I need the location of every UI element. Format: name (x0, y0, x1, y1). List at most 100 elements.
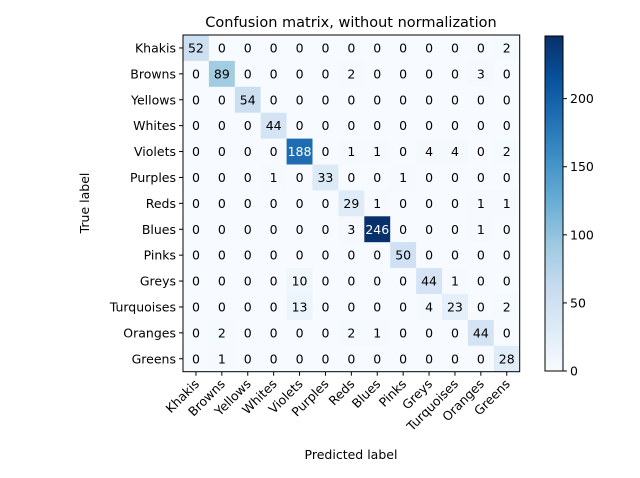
heatmap-cell (183, 345, 210, 372)
heatmap-cell (442, 242, 469, 269)
cell-value: 1 (373, 144, 381, 159)
cell-value: 0 (451, 92, 459, 107)
cell-value: 0 (425, 92, 433, 107)
heatmap-cell (390, 294, 417, 321)
cell-value: 0 (192, 248, 200, 263)
cell-value: 52 (188, 40, 204, 55)
cell-value: 0 (270, 248, 278, 263)
heatmap-cell (416, 60, 443, 88)
cell-value: 0 (347, 274, 355, 289)
y-tick-label: Oranges (123, 325, 176, 340)
cell-value: 0 (373, 248, 381, 263)
cell-value: 0 (399, 222, 407, 237)
heatmap-cell (416, 345, 443, 372)
heatmap-cell (493, 60, 520, 88)
cell-value: 3 (347, 222, 355, 237)
cell-value: 0 (347, 118, 355, 133)
y-axis-label: True label (77, 173, 92, 235)
heatmap-cell (208, 138, 236, 165)
cell-value: 0 (373, 92, 381, 107)
cell-annotations: 52 0 0 0 0 0 0 0 0 0 0 0 2 0 89 0 0 0 0 2 0 0 0 0 3 0 0 0 54 0 0 0 0 0 0 0 0… (188, 40, 515, 366)
cell-value: 0 (218, 170, 226, 185)
cell-value: 0 (270, 274, 278, 289)
cell-value: 2 (503, 40, 511, 55)
cell-value: 0 (270, 351, 278, 366)
cell-value: 0 (296, 196, 304, 211)
cell-value: 0 (244, 196, 252, 211)
heatmap-cell (442, 345, 469, 372)
cell-value: 1 (373, 196, 381, 211)
heatmap-cell (416, 319, 443, 347)
cell-value: 0 (218, 248, 226, 263)
heatmap-cell (416, 190, 443, 217)
cell-value: 1 (477, 222, 485, 237)
cell-value: 0 (503, 222, 511, 237)
cell-value: 0 (270, 92, 278, 107)
cell-value: 188 (288, 144, 312, 159)
heatmap-cell (234, 345, 261, 372)
colorbar-tick-label: 200 (570, 91, 594, 106)
cell-value: 0 (270, 299, 278, 314)
heatmap-cell (234, 319, 261, 347)
cell-value: 28 (499, 351, 515, 366)
heatmap-cell (312, 268, 339, 295)
cell-value: 0 (399, 351, 407, 366)
heatmap-cell (286, 190, 313, 217)
cell-value: 0 (321, 299, 329, 314)
y-tick-label: Yellows (130, 92, 176, 107)
cell-value: 1 (373, 325, 381, 340)
heatmap-cell (338, 345, 365, 372)
heatmap-cell (467, 242, 495, 269)
heatmap-cell (312, 242, 339, 269)
cell-value: 0 (296, 92, 304, 107)
heatmap-cell (183, 138, 210, 165)
cell-value: 0 (192, 144, 200, 159)
cell-value: 0 (321, 325, 329, 340)
cell-value: 10 (292, 274, 308, 289)
heatmap-cell (312, 216, 339, 243)
heatmap-cell (390, 242, 417, 269)
cell-value: 0 (192, 351, 200, 366)
cell-value: 2 (218, 325, 226, 340)
cell-value: 0 (270, 325, 278, 340)
cell-value: 1 (270, 170, 278, 185)
heatmap-cell (493, 86, 520, 113)
heatmap-cell (467, 268, 495, 295)
heatmap-cell (312, 112, 339, 139)
heatmap-cell (312, 86, 339, 113)
cell-value: 0 (451, 118, 459, 133)
heatmap-cell (260, 242, 287, 269)
cell-value: 0 (321, 351, 329, 366)
colorbar-tick-label: 0 (570, 364, 578, 379)
cell-value: 0 (270, 40, 278, 55)
y-tick-labels: Khakis Browns Yellows Whites Violets Purples R… (109, 40, 183, 366)
cell-value: 0 (321, 92, 329, 107)
heatmap-cell (390, 319, 417, 347)
cell-value: 1 (451, 274, 459, 289)
heatmap-cell (364, 112, 391, 139)
colorbar-tick-label: 50 (570, 295, 586, 310)
heatmap-cell (364, 60, 391, 88)
heatmap-cell (312, 190, 339, 217)
heatmap-cell (312, 319, 339, 347)
heatmap-cell (338, 164, 365, 191)
y-tick-label: Pinks (144, 248, 176, 263)
heatmap-cell (338, 242, 365, 269)
y-tick-label: Blues (142, 222, 176, 237)
heatmap-cell (260, 345, 287, 372)
cell-value: 0 (373, 351, 381, 366)
colorbar-ticks: 0 50 100 150 200 (563, 91, 594, 379)
chart-title: Confusion matrix, without normalization (205, 15, 496, 31)
heatmap-cell (338, 216, 365, 243)
cell-value: 0 (296, 351, 304, 366)
heatmap-cell (364, 216, 391, 243)
heatmap-cell (312, 294, 339, 321)
cell-value: 0 (451, 248, 459, 263)
cell-value: 0 (503, 66, 511, 81)
cell-value: 0 (425, 118, 433, 133)
heatmap-cell (208, 242, 236, 269)
y-tick-label: Browns (130, 66, 176, 81)
heatmap-cell (286, 319, 313, 347)
heatmap-cell (338, 112, 365, 139)
cell-value: 0 (503, 325, 511, 340)
